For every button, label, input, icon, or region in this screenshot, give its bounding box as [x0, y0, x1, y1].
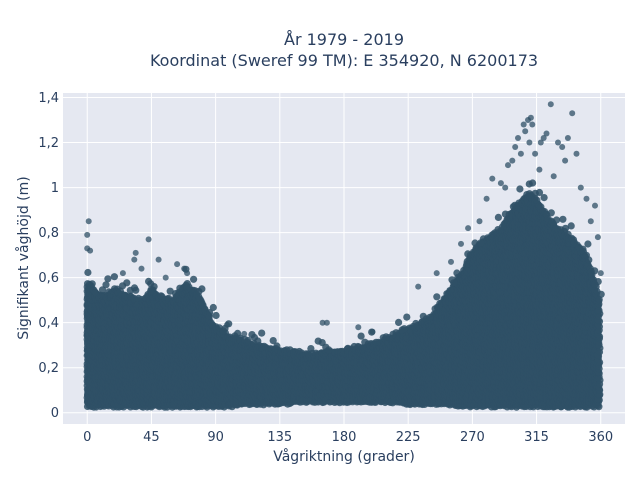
data-points [83, 101, 605, 411]
